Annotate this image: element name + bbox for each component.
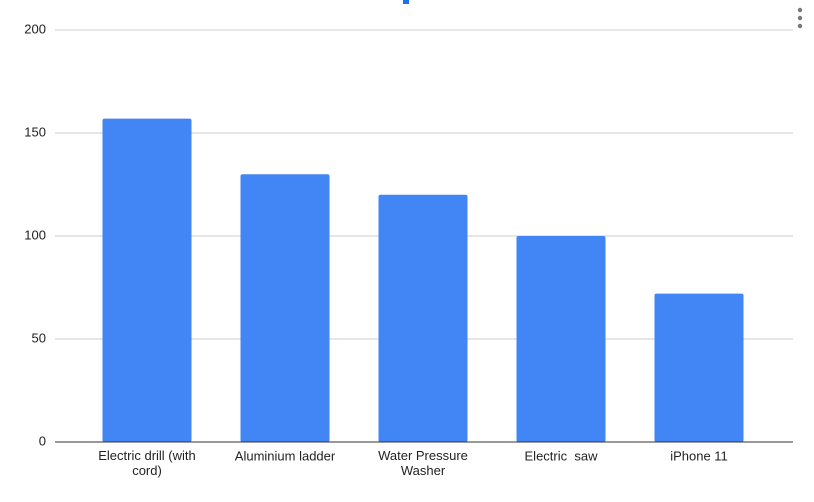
bar [378,194,468,442]
y-tick-label: 200 [24,21,46,36]
bar [516,236,606,442]
bar [102,118,192,442]
x-tick-label: Electric saw [525,448,599,463]
y-tick-label: 50 [32,330,46,345]
x-tick-label: Water Pressure Washer [378,448,468,478]
menu-button[interactable] [797,7,803,29]
y-tick-label: 0 [39,433,46,448]
bar [654,293,744,442]
y-tick-label: 150 [24,124,46,139]
x-tick-label: Aluminium ladder [235,448,336,463]
x-tick-label: iPhone 11 [670,448,728,463]
x-tick-label: Electric drill (with cord) [98,448,196,478]
title-fragment [403,0,409,4]
y-tick-label: 100 [24,227,46,242]
bar [240,174,330,442]
